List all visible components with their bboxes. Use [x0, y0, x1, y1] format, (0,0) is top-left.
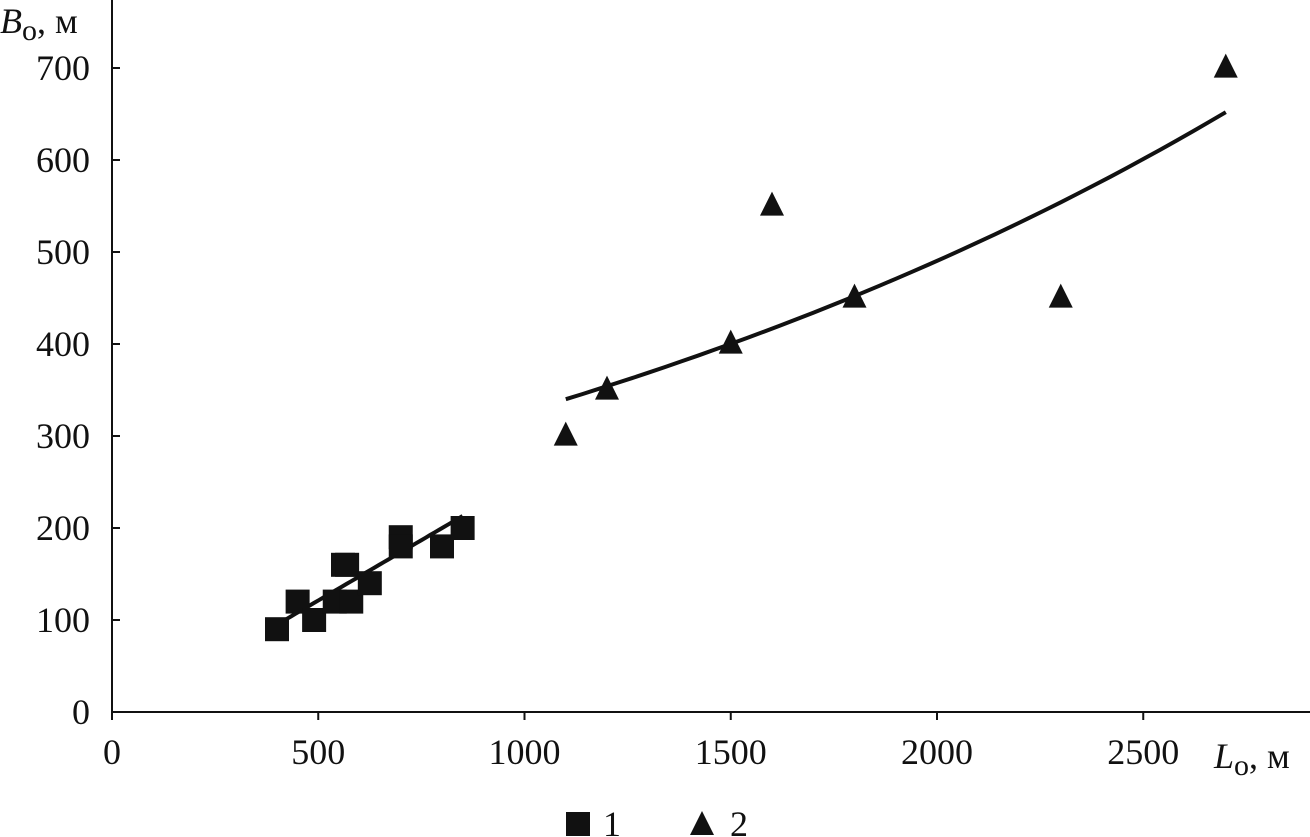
y-tick-label: 500 [36, 232, 90, 272]
legend: 1 2 [566, 804, 748, 837]
x-tick-label: 2500 [1107, 732, 1179, 772]
y-tick-label: 300 [36, 416, 90, 456]
x-tick-label: 500 [291, 732, 345, 772]
legend-item-1: 1 [566, 804, 621, 837]
data-point-triangle [842, 283, 867, 308]
y-tick-label: 200 [36, 508, 90, 548]
x-axis-title: Lo, м [1213, 736, 1290, 782]
data-point-square [450, 516, 475, 540]
legend-square-marker [566, 812, 590, 836]
data-points [265, 53, 1238, 642]
y-tick-label: 400 [36, 324, 90, 364]
y-axis-title: Bo, м [0, 1, 78, 47]
x-axis-symbol: L [1213, 736, 1234, 776]
x-axis-unit: , м [1249, 736, 1290, 776]
data-point-square [335, 552, 360, 577]
legend-label-1: 1 [603, 804, 621, 837]
data-point-triangle [553, 421, 578, 446]
y-axis-unit: , м [37, 1, 78, 41]
y-tick-label: 0 [72, 692, 90, 732]
data-point-square [357, 571, 382, 596]
data-point-square [388, 534, 413, 559]
x-ticks: 0 500 1000 1500 2000 2500 [103, 712, 1179, 772]
axes [111, 0, 1310, 713]
data-point-triangle [1213, 53, 1238, 78]
x-tick-label: 2000 [901, 732, 973, 772]
data-point-square [302, 608, 327, 632]
data-point-square [265, 617, 289, 642]
y-tick-label: 100 [36, 600, 90, 640]
data-point-triangle [718, 329, 743, 354]
trendline-series-2 [565, 110, 1227, 402]
data-point-triangle [760, 191, 784, 216]
legend-label-2: 2 [730, 804, 748, 837]
data-point-triangle [1048, 283, 1073, 308]
y-ticks: 0 100 200 300 400 500 600 700 [36, 48, 120, 732]
data-point-square [430, 534, 454, 559]
x-tick-label: 1500 [695, 732, 767, 772]
legend-triangle-marker [690, 811, 714, 835]
y-tick-label: 600 [36, 140, 90, 180]
trendlines [275, 110, 1227, 627]
x-axis-subscript: o [1234, 749, 1249, 782]
data-point-triangle [595, 375, 619, 400]
y-axis-symbol: B [0, 1, 22, 41]
y-tick-label: 700 [36, 48, 90, 88]
x-tick-label: 0 [103, 732, 121, 772]
legend-item-2: 2 [690, 804, 748, 837]
x-tick-label: 1000 [489, 732, 561, 772]
y-axis-subscript: o [22, 14, 37, 47]
